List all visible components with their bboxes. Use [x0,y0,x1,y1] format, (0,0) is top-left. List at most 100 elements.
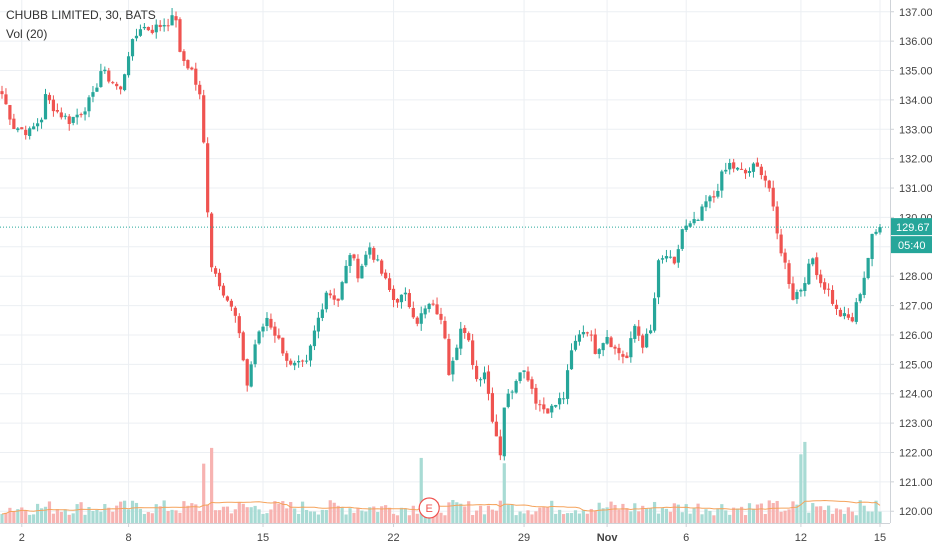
candle-body [8,105,12,120]
volume-bar [12,511,16,523]
candle-body [368,247,372,255]
candle-body [415,317,419,324]
candle-body [384,272,388,279]
x-tick-label: 6 [683,532,689,544]
volume-bar [174,510,178,523]
candle-body [854,302,858,322]
volume-bar [732,507,736,523]
candle-body [609,337,613,348]
volume-bar [474,510,479,523]
volume-bar [71,513,75,523]
candle-body [190,67,194,70]
candle-body [704,201,708,208]
candle-body [340,282,344,300]
volume-bar [759,503,763,523]
candle-body [858,294,862,302]
candle-body [348,255,352,266]
volume-bar [530,514,534,523]
candle-body [178,19,182,52]
candle-body [39,119,44,123]
volume-bar [870,511,874,523]
candle-body [336,298,340,301]
volume-bar [712,515,716,523]
volume-bar [79,502,83,523]
candle-body [676,249,680,263]
volume-bar [213,510,218,523]
candle-body [522,370,526,372]
volume-bar [815,506,819,523]
candle-body [878,227,882,233]
volume-bar [28,514,32,523]
volume-bar [277,503,281,523]
y-tick-label: 125.00 [899,359,932,371]
candle-body [593,334,597,354]
volume-bar [35,503,40,523]
volume-bar [660,507,665,523]
candle-body [285,353,289,361]
volume-bar [755,504,759,523]
candle-body [154,24,158,33]
candle-body [16,128,20,131]
candle-body [755,162,759,167]
x-tick-label: 15 [874,532,886,544]
volume-bar [668,511,672,523]
volume-bar [846,507,850,523]
volume-bar [518,511,522,523]
candle-body [645,333,649,348]
volume-bar [115,505,119,523]
volume-bar [111,511,115,523]
volume-bar [202,463,206,523]
candle-body [463,327,467,334]
volume-bar [700,514,704,523]
candle-body [736,167,740,170]
volume-bar [577,513,582,523]
candle-body [146,26,150,31]
volume-bar [652,501,657,523]
candle-body [751,163,756,172]
candle-body [427,303,431,310]
candle-body [506,393,510,407]
candle-body [605,336,609,344]
candle-body [518,372,522,381]
y-tick-label: 126.00 [899,330,932,342]
volume-bar [154,504,158,523]
candle-body [862,277,866,296]
candle-body [111,82,115,84]
candle-body [399,294,404,303]
volume-bar [99,511,103,523]
volume-bar [308,511,313,523]
volume-bar [878,511,882,523]
volume-bar [237,502,241,523]
volume-bar [704,509,708,523]
candle-body [467,333,471,341]
candle-body [474,365,479,380]
candle-body [142,26,146,29]
candle-body [107,70,111,82]
y-tick-label: 127.00 [899,301,932,313]
candle-body [75,114,79,118]
candle-body [554,404,558,407]
candle-body [123,74,127,91]
candle-body [490,393,495,422]
candle-body [269,318,273,328]
volume-bar [403,508,408,523]
volume-bar [407,515,411,523]
candle-body [202,95,206,143]
candle-body [206,143,210,213]
candle-body [660,258,665,260]
earnings-marker[interactable] [418,497,440,519]
candle-body [119,86,123,90]
volume-bar [190,503,194,523]
volume-bar [269,509,273,523]
volume-bar [562,514,566,523]
candle-body [629,338,633,358]
candle-body [217,272,222,287]
candle-body [83,111,87,115]
volume-bar [791,501,795,523]
candle-body [471,340,475,366]
volume-bar [463,506,467,523]
candle-body [59,112,63,118]
volume-bar [787,509,791,523]
volume-bar [67,514,71,523]
